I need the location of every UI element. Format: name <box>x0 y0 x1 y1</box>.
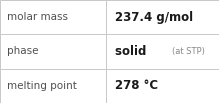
Text: melting point: melting point <box>7 81 76 91</box>
Text: molar mass: molar mass <box>7 12 68 22</box>
Text: (at STP): (at STP) <box>172 47 205 56</box>
Text: solid: solid <box>115 45 155 58</box>
Text: phase: phase <box>7 46 38 57</box>
Text: 237.4 g/mol: 237.4 g/mol <box>115 11 193 24</box>
Text: 278 °C: 278 °C <box>115 79 158 92</box>
